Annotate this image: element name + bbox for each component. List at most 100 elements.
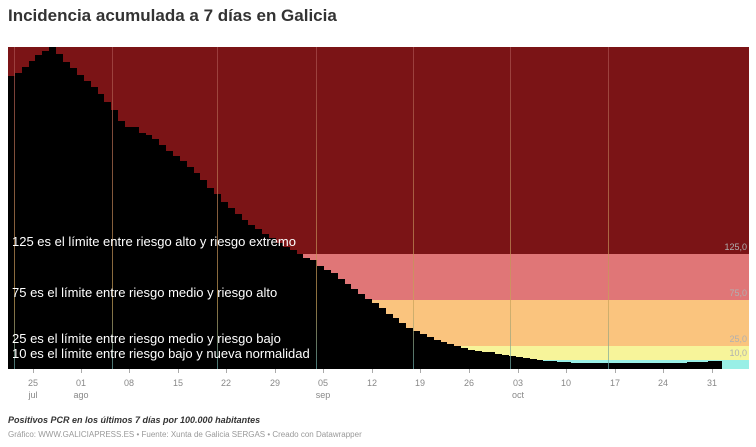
bar <box>440 342 448 369</box>
bar <box>467 349 475 369</box>
bar <box>597 363 606 369</box>
bar <box>680 362 688 369</box>
week-marker-line <box>217 47 218 369</box>
week-marker-line <box>510 47 511 369</box>
bar <box>433 339 441 369</box>
bar <box>584 362 592 369</box>
x-tick-label: 29 <box>269 378 281 388</box>
bar <box>268 238 276 369</box>
bar <box>220 201 228 369</box>
chart-footer: Gráfico: WWW.GALICIAPRESS.ES • Fuente: X… <box>8 430 362 439</box>
bar <box>639 363 647 369</box>
bar <box>419 334 427 369</box>
bar <box>460 347 468 369</box>
bar <box>97 93 105 369</box>
chart-notes: Positivos PCR en los últimos 7 días por … <box>8 415 261 425</box>
bar <box>666 362 674 369</box>
bar <box>522 357 530 369</box>
bar <box>90 87 98 369</box>
bar <box>357 293 366 369</box>
bar <box>138 132 146 369</box>
bar <box>186 166 194 369</box>
x-tick <box>469 369 470 373</box>
bar <box>632 363 640 369</box>
x-tick-label: 17 <box>609 378 621 388</box>
bar <box>206 187 215 369</box>
bar <box>447 344 455 369</box>
bar <box>124 127 132 369</box>
chart-area: 125 es el límite entre riesgo alto y rie… <box>8 47 749 369</box>
bar <box>309 260 318 369</box>
bar <box>62 61 71 369</box>
bar <box>563 361 571 369</box>
bar <box>344 284 352 369</box>
bar <box>49 47 57 369</box>
x-tick <box>275 369 276 373</box>
x-tick-label: 08 <box>123 378 135 388</box>
threshold-value-125: 125,0 <box>724 242 747 252</box>
x-tick <box>663 369 664 373</box>
bar <box>364 299 372 369</box>
bar <box>8 76 16 369</box>
bar <box>117 120 125 369</box>
x-tick-label: 25 jul <box>27 378 39 400</box>
bar <box>21 67 29 369</box>
bar <box>296 254 304 369</box>
bar <box>687 361 695 369</box>
bar <box>392 318 400 369</box>
bar <box>234 214 242 369</box>
threshold-label-25: 25 es el límite entre riesgo medio y rie… <box>12 331 281 346</box>
bar <box>248 224 256 369</box>
x-tick <box>712 369 713 373</box>
week-marker-line <box>14 47 15 369</box>
bar <box>694 361 702 369</box>
bar <box>83 81 91 369</box>
bar <box>495 354 503 369</box>
x-tick-label: 01 ago <box>73 378 89 400</box>
bar <box>330 273 338 369</box>
bar <box>371 302 379 369</box>
x-tick <box>33 369 34 373</box>
x-tick-label: 05 sep <box>315 378 331 400</box>
x-tick-label: 03 oct <box>511 378 525 400</box>
bar <box>69 68 77 369</box>
threshold-label-75: 75 es el límite entre riesgo medio y rie… <box>12 285 278 300</box>
bar <box>673 362 681 369</box>
bar <box>543 360 551 369</box>
bar <box>227 208 235 369</box>
bar <box>241 219 249 369</box>
bar <box>261 233 270 369</box>
threshold-value-25: 25,0 <box>729 334 747 344</box>
bar <box>501 355 510 369</box>
bar <box>282 246 290 369</box>
bar <box>659 363 667 369</box>
bar <box>200 180 208 369</box>
x-tick <box>420 369 421 373</box>
x-axis: 25 jul 01 ago 08 15 22 29 05 sep 12 19 26 03 oct 10 17 24… <box>8 369 749 409</box>
threshold-value-10: 10,0 <box>729 347 747 358</box>
bar <box>405 327 414 369</box>
x-tick-label: 26 <box>463 378 475 388</box>
bar <box>556 361 565 369</box>
bar <box>35 55 43 369</box>
bar <box>158 145 167 369</box>
bar <box>56 54 64 369</box>
week-marker-line <box>413 47 414 369</box>
x-tick <box>129 369 130 373</box>
bar <box>481 351 489 369</box>
week-marker-line <box>316 47 317 369</box>
bar <box>577 362 585 369</box>
bar <box>700 361 709 369</box>
bar <box>145 135 153 369</box>
bar <box>165 150 174 369</box>
bar-series <box>8 47 749 369</box>
x-tick-label: 10 <box>560 378 572 388</box>
x-tick-label: 19 <box>414 378 426 388</box>
x-tick <box>566 369 567 373</box>
bar <box>488 352 496 369</box>
threshold-label-10: 10 es el límite entre riesgo bajo y nuev… <box>12 346 310 361</box>
bar <box>14 72 23 369</box>
threshold-label-125: 125 es el límite entre riesgo alto y rie… <box>12 234 296 249</box>
bar <box>193 173 201 369</box>
x-tick-label: 15 <box>172 378 184 388</box>
